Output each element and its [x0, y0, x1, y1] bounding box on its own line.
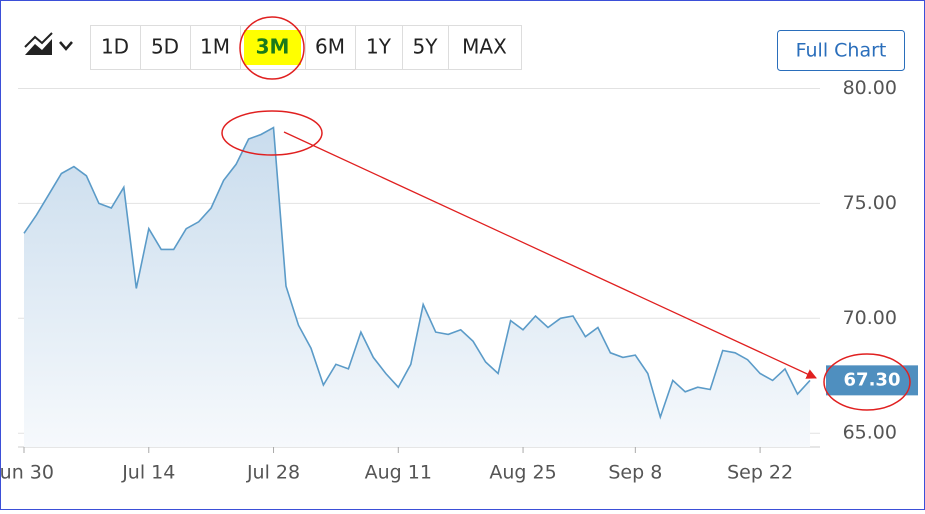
range-button[interactable]: MAX [448, 26, 508, 69]
range-label: 5Y [413, 35, 439, 59]
range-button[interactable]: 5D [140, 26, 180, 69]
x-tick-label: Aug 25 [489, 462, 556, 484]
x-tick-label: Aug 11 [365, 462, 432, 484]
y-tick-label: 70.00 [843, 307, 897, 329]
price-line [23, 126, 811, 420]
x-tick-label: Sep 22 [727, 462, 793, 484]
full-chart-button[interactable] [777, 30, 905, 71]
last-price-tag [826, 365, 918, 396]
range-label: 6M [315, 35, 345, 59]
range-label: 1M [200, 35, 230, 59]
range-button[interactable]: 1D [101, 35, 129, 59]
range-button[interactable]: 5Y [402, 26, 439, 69]
range-label: 1D [101, 35, 129, 59]
y-tick-label: 80.00 [843, 77, 897, 99]
plot: 65.00 70.00 75.00 80.00 Jun 30 Jul 14 Jul 28 Au… [0, 77, 918, 484]
range-label: MAX [462, 35, 507, 59]
annotations [221, 16, 911, 411]
x-tick-label: Jul 14 [121, 462, 175, 484]
chart-type-icon[interactable] [24, 32, 73, 55]
range-button[interactable]: 3M [240, 26, 302, 69]
range-label: 3M [256, 35, 290, 59]
circle-annotation [239, 16, 305, 80]
full-chart-label: Full Chart [796, 40, 887, 62]
circle-annotation [221, 110, 323, 156]
toolbar: 1D 5D 1M 3M 6M 1Y 5Y MAX Full Chart [24, 25, 905, 71]
last-price-label: 67.30 [844, 369, 901, 390]
x-tick-label: Jul 28 [246, 462, 300, 484]
range-button[interactable]: 6M [305, 26, 345, 69]
area-fill [24, 127, 810, 447]
range-label: 1Y [366, 35, 392, 59]
range-button[interactable]: 1Y [355, 26, 392, 69]
arrow-annotation [283, 131, 817, 379]
x-tick-label: Sep 8 [608, 462, 662, 484]
x-tick-label: Jun 30 [0, 462, 54, 484]
active-highlight [244, 30, 301, 65]
y-tick-label: 65.00 [843, 422, 897, 444]
range-label: 5D [151, 35, 179, 59]
circle-annotation [823, 353, 911, 411]
y-tick-label: 75.00 [843, 192, 897, 214]
range-button[interactable]: 1M [190, 26, 230, 69]
